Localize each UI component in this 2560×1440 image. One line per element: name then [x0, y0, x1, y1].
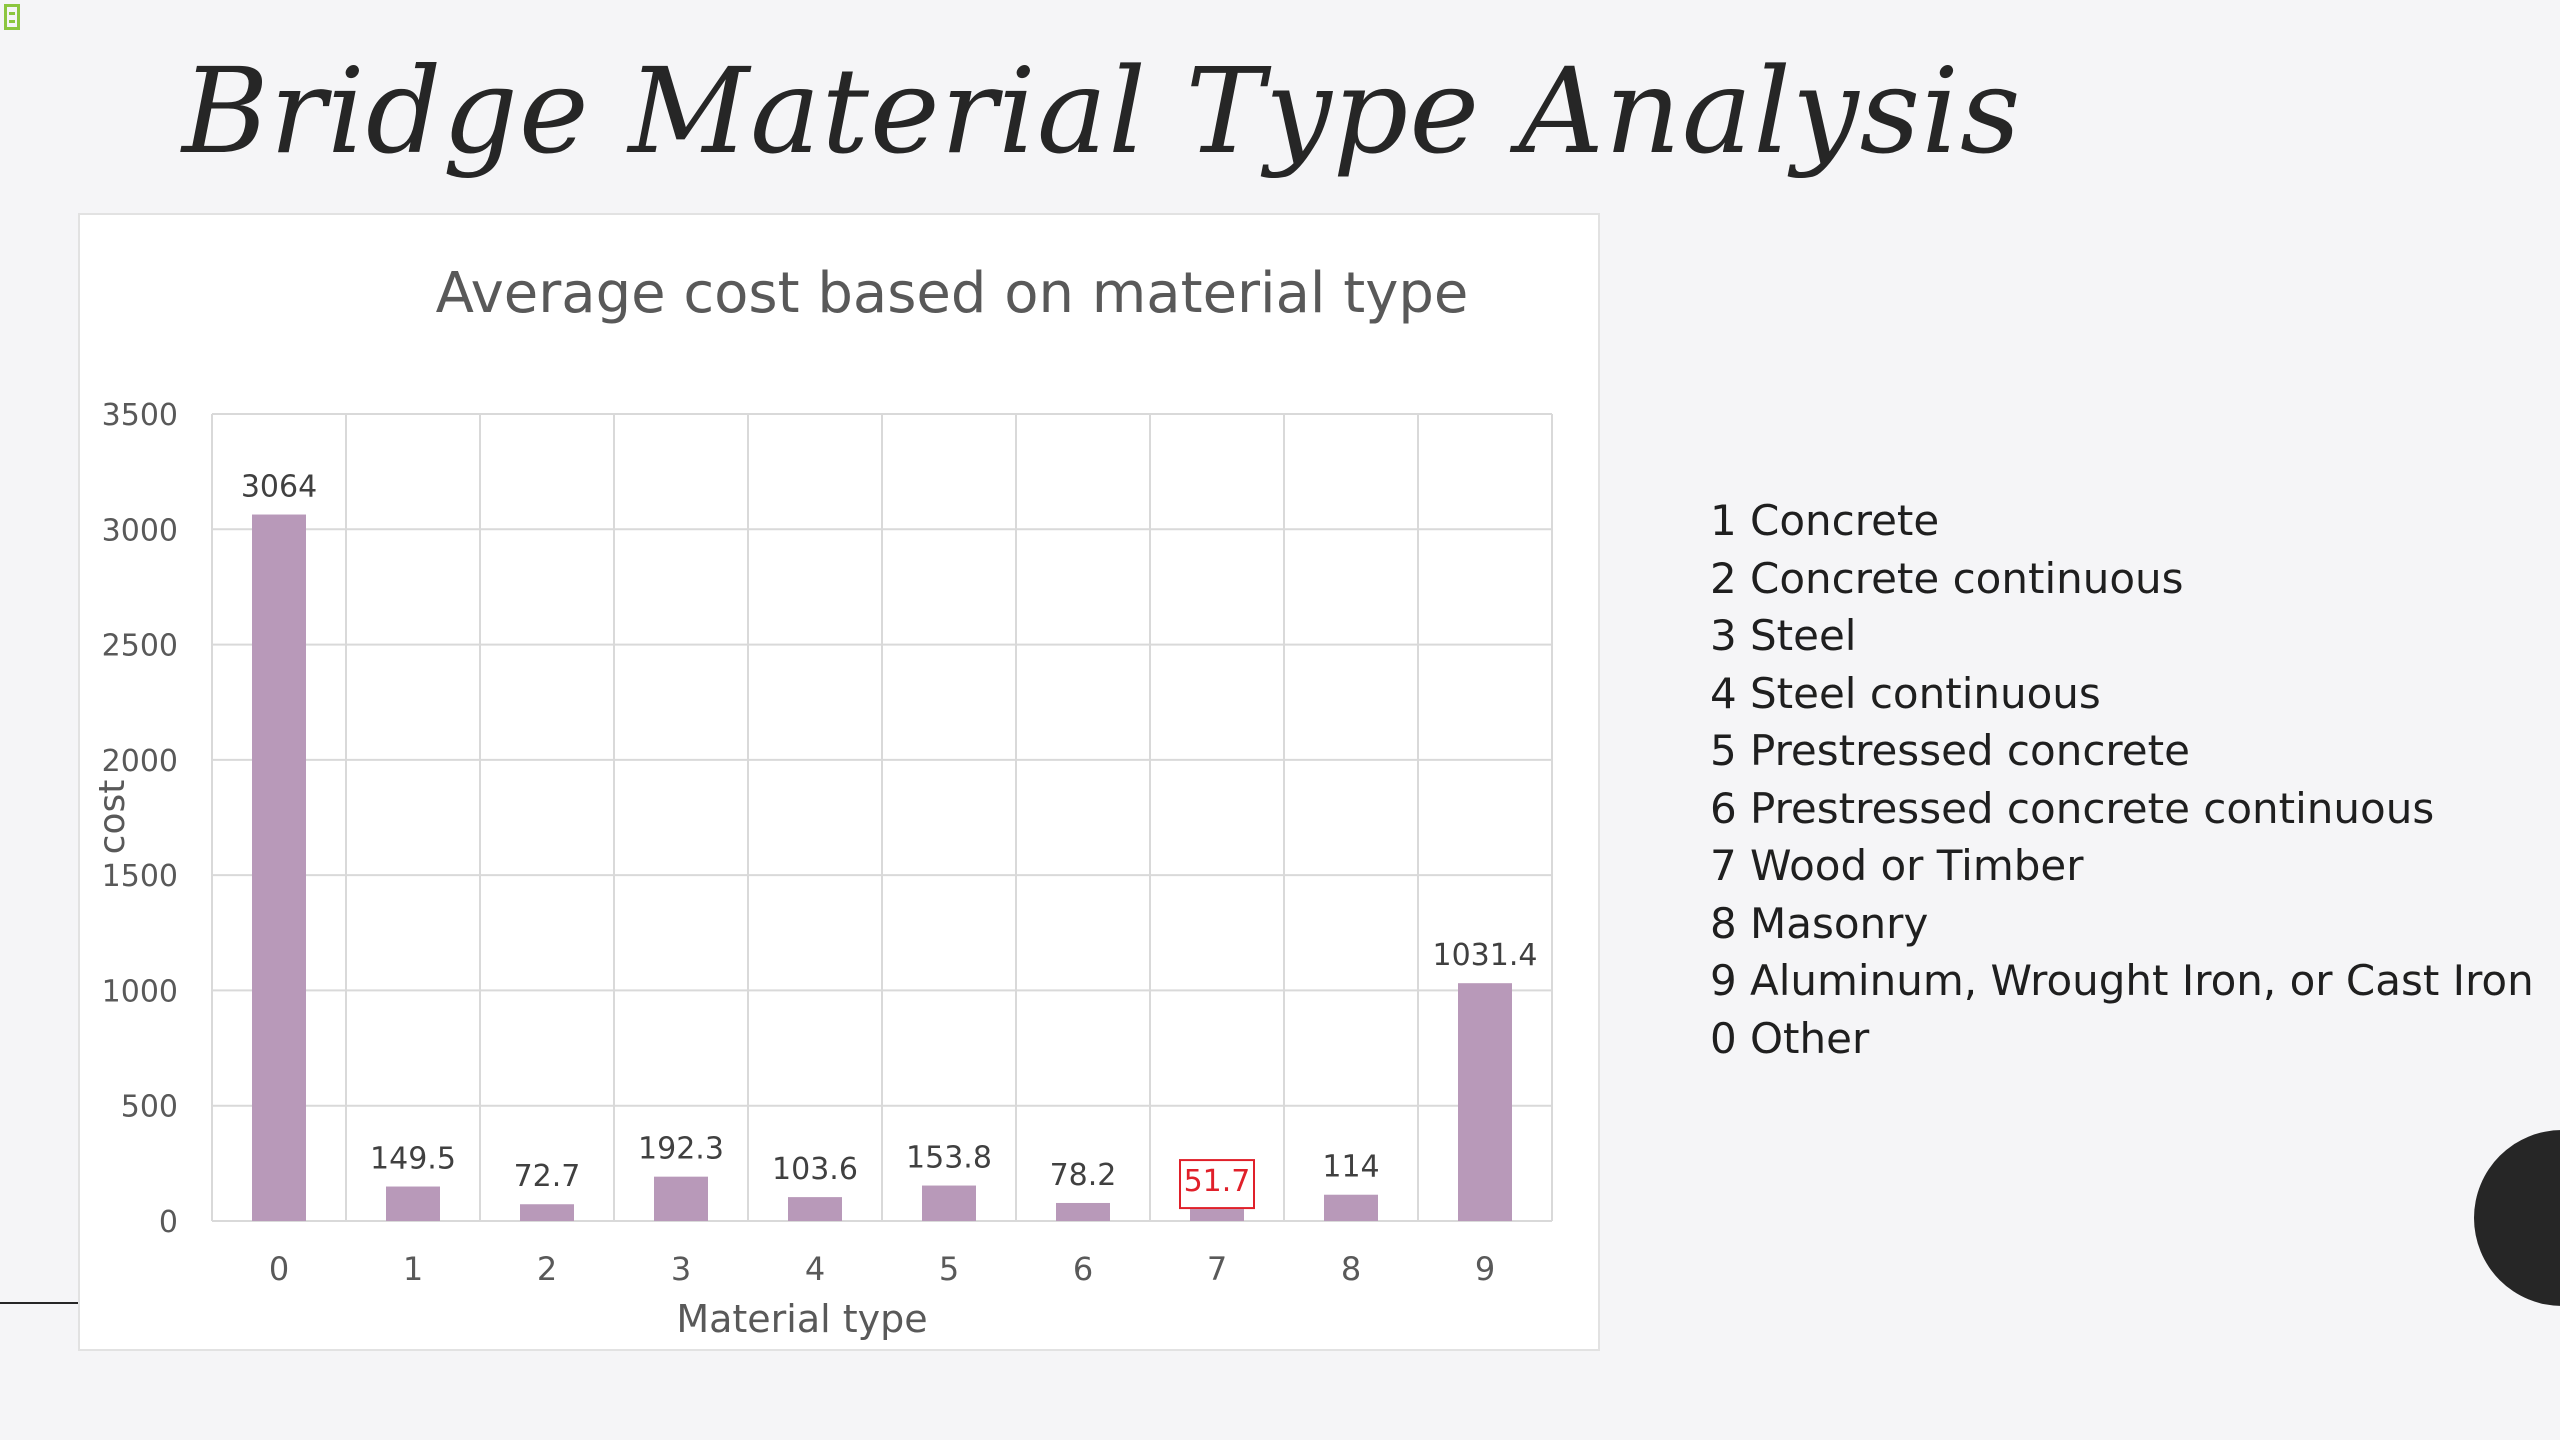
chart-title: Average cost based on material type [436, 261, 1469, 326]
legend-item: 9 Aluminum, Wrought Iron, or Cast Iron [1710, 952, 2534, 1010]
bar-8 [1324, 1194, 1378, 1221]
data-label: 153.8 [906, 1141, 992, 1176]
legend-label: Other [1750, 1013, 1870, 1063]
bar-3 [654, 1176, 708, 1221]
y-tick-label: 500 [121, 1090, 178, 1125]
legend-code: 0 [1710, 1013, 1737, 1063]
legend-label: Aluminum, Wrought Iron, or Cast Iron [1750, 956, 2534, 1005]
y-tick-label: 3000 [102, 513, 178, 548]
legend-code: 2 [1710, 553, 1737, 603]
legend-code: 7 [1710, 841, 1737, 890]
legend-code: 3 [1710, 611, 1737, 660]
x-tick-label: 7 [1207, 1250, 1227, 1288]
data-label: 3064 [241, 470, 317, 505]
legend-label: Concrete [1750, 496, 1940, 545]
legend-item: 7 Wood or Timber [1710, 837, 2534, 895]
y-tick-label: 0 [159, 1205, 178, 1240]
legend-item: 8 Masonry [1710, 895, 2534, 953]
legend-label: Masonry [1750, 898, 1929, 948]
bar-2 [520, 1204, 574, 1221]
x-tick-label: 9 [1475, 1250, 1495, 1288]
legend-label: Prestressed concrete [1750, 726, 2190, 775]
legend-item: 6 Prestressed concrete continuous [1710, 780, 2534, 838]
y-tick-label: 3500 [102, 398, 178, 433]
legend-code: 8 [1710, 898, 1737, 948]
legend-code: 4 [1710, 668, 1737, 718]
bar-0 [252, 514, 306, 1221]
legend-label: Prestressed concrete continuous [1750, 783, 2435, 833]
y-tick-label: 2500 [102, 629, 178, 664]
legend-item: 3 Steel [1710, 607, 2534, 665]
legend-item: 4 Steel continuous [1710, 665, 2534, 723]
data-label: 72.7 [514, 1159, 581, 1194]
data-label: 78.2 [1050, 1158, 1117, 1193]
x-tick-label: 3 [671, 1250, 691, 1288]
x-tick-label: 1 [403, 1250, 423, 1288]
legend-item: 2 Concrete continuous [1710, 550, 2534, 608]
x-tick-label: 8 [1341, 1250, 1361, 1288]
y-tick-label: 1500 [102, 859, 178, 894]
data-label: 1031.4 [1433, 938, 1538, 973]
y-axis-label: cost [92, 780, 133, 855]
bar-chart: Average cost based on material type 0 500 1… [92, 261, 1553, 1341]
decorative-circle [2474, 1130, 2560, 1306]
y-tick-label: 1000 [102, 974, 178, 1009]
legend-label: Wood or Timber [1750, 841, 2084, 890]
data-label: 149.5 [370, 1142, 456, 1177]
x-tick-label: 5 [939, 1250, 959, 1288]
bar-9 [1458, 983, 1512, 1221]
bar-7 [1190, 1209, 1244, 1221]
slide-marker-icon [4, 4, 20, 30]
footer-line [0, 1302, 78, 1304]
legend-code: 5 [1710, 726, 1737, 775]
slide-title: Bridge Material Type Analysis [182, 42, 2022, 180]
x-tick-label: 0 [269, 1250, 289, 1288]
bar-4 [788, 1197, 842, 1221]
x-tick-label: 6 [1073, 1250, 1093, 1288]
bar-6 [1056, 1202, 1110, 1221]
chart-panel: Average cost based on material type 0 500 1… [78, 213, 1600, 1351]
legend-code: 6 [1710, 783, 1737, 833]
highlight-box [1179, 1159, 1255, 1210]
data-label: 192.3 [638, 1132, 724, 1167]
legend-code: 9 [1710, 956, 1737, 1005]
legend-label: Concrete continuous [1750, 553, 2184, 603]
legend-item: 5 Prestressed concrete [1710, 722, 2534, 780]
x-tick-label: 4 [805, 1250, 825, 1288]
data-label: 114 [1322, 1150, 1379, 1185]
bar-1 [386, 1186, 440, 1221]
data-label: 103.6 [772, 1152, 858, 1187]
x-axis-label: Material type [676, 1297, 927, 1341]
y-tick-label: 2000 [102, 744, 178, 779]
legend-label: Steel continuous [1750, 668, 2101, 718]
data-label: 51.7 [1184, 1164, 1251, 1199]
legend-code: 1 [1710, 496, 1737, 545]
legend-label: Steel [1750, 611, 1857, 660]
legend-item: 1 Concrete [1710, 492, 2534, 550]
bar-5 [922, 1185, 976, 1221]
x-tick-label: 2 [537, 1250, 557, 1288]
legend-item: 0 Other [1710, 1010, 2534, 1068]
